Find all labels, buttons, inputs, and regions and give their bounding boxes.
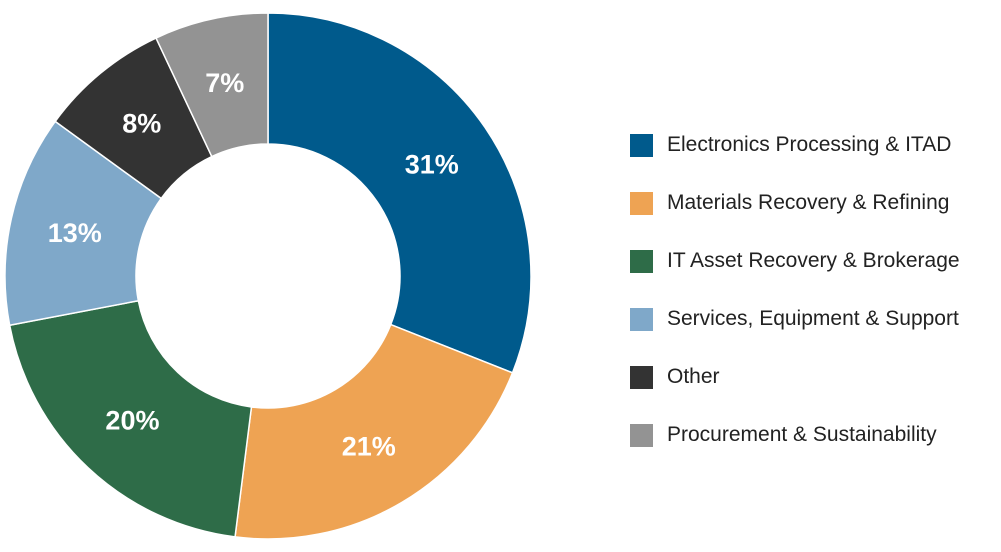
legend-swatch xyxy=(630,133,653,157)
legend-swatch xyxy=(630,365,653,389)
legend-item: Procurement & Sustainability xyxy=(630,406,960,464)
slice-label-5: 8% xyxy=(122,108,161,138)
legend-item: Other xyxy=(630,348,960,406)
donut-slice-2 xyxy=(234,323,514,540)
legend-item: IT Asset Recovery & Brokerage xyxy=(630,232,960,290)
legend-swatch xyxy=(630,423,653,447)
legend-item: Materials Recovery & Refining xyxy=(630,174,960,232)
legend-swatch xyxy=(630,307,653,331)
legend-swatch xyxy=(630,191,653,215)
donut-slice-labels: 31% 21% 20% 13% 8% 7% xyxy=(48,68,459,462)
legend-item: Services, Equipment & Support xyxy=(630,290,960,348)
donut-slices xyxy=(4,12,532,540)
legend-swatch xyxy=(630,249,653,273)
legend-label: Electronics Processing & ITAD xyxy=(667,133,952,156)
slice-label-3: 20% xyxy=(105,405,159,435)
chart-legend: Electronics Processing & ITAD Materials R… xyxy=(630,116,960,464)
slice-label-4: 13% xyxy=(48,218,102,248)
donut-slice-6 xyxy=(155,12,269,158)
slice-label-1: 31% xyxy=(405,150,459,180)
donut-slice-3 xyxy=(8,299,253,538)
legend-label: Services, Equipment & Support xyxy=(667,307,959,330)
legend-label: Procurement & Sustainability xyxy=(667,423,937,446)
slice-label-6: 7% xyxy=(205,68,244,98)
legend-item: Electronics Processing & ITAD xyxy=(630,116,960,174)
legend-label: Other xyxy=(667,365,720,388)
legend-label: IT Asset Recovery & Brokerage xyxy=(667,249,960,272)
legend-label: Materials Recovery & Refining xyxy=(667,191,950,214)
donut-slice-1 xyxy=(267,12,532,374)
slice-label-2: 21% xyxy=(342,431,396,461)
